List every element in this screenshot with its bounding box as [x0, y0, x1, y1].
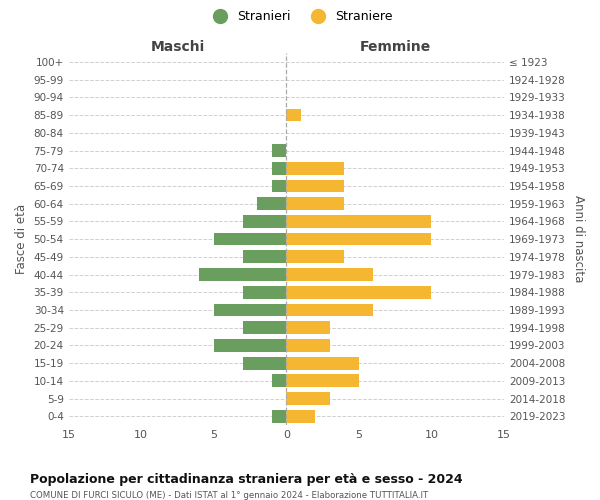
Bar — [272, 410, 286, 422]
Bar — [286, 286, 431, 298]
Y-axis label: Anni di nascita: Anni di nascita — [572, 196, 585, 283]
Bar — [243, 250, 286, 263]
Y-axis label: Fasce di età: Fasce di età — [15, 204, 28, 274]
Bar — [243, 357, 286, 370]
Text: Femmine: Femmine — [359, 40, 431, 54]
Text: Popolazione per cittadinanza straniera per età e sesso - 2024: Popolazione per cittadinanza straniera p… — [30, 472, 463, 486]
Legend: Stranieri, Straniere: Stranieri, Straniere — [203, 6, 397, 26]
Bar — [286, 268, 373, 281]
Bar — [286, 108, 301, 122]
Bar — [272, 144, 286, 157]
Bar — [286, 180, 344, 192]
Bar — [286, 339, 330, 352]
Bar — [272, 374, 286, 387]
Bar — [286, 357, 359, 370]
Bar — [286, 250, 344, 263]
Bar — [199, 268, 286, 281]
Bar — [286, 392, 330, 405]
Bar — [214, 339, 286, 352]
Bar — [286, 162, 344, 174]
Bar — [286, 215, 431, 228]
Bar — [286, 322, 330, 334]
Bar — [257, 198, 286, 210]
Bar — [286, 374, 359, 387]
Bar — [286, 198, 344, 210]
Bar — [243, 322, 286, 334]
Bar — [286, 410, 316, 422]
Bar — [214, 304, 286, 316]
Bar — [243, 215, 286, 228]
Text: COMUNE DI FURCI SICULO (ME) - Dati ISTAT al 1° gennaio 2024 - Elaborazione TUTTI: COMUNE DI FURCI SICULO (ME) - Dati ISTAT… — [30, 491, 428, 500]
Text: Maschi: Maschi — [151, 40, 205, 54]
Bar — [272, 180, 286, 192]
Bar — [214, 232, 286, 245]
Bar — [243, 286, 286, 298]
Bar — [286, 232, 431, 245]
Bar — [286, 304, 373, 316]
Bar — [272, 162, 286, 174]
